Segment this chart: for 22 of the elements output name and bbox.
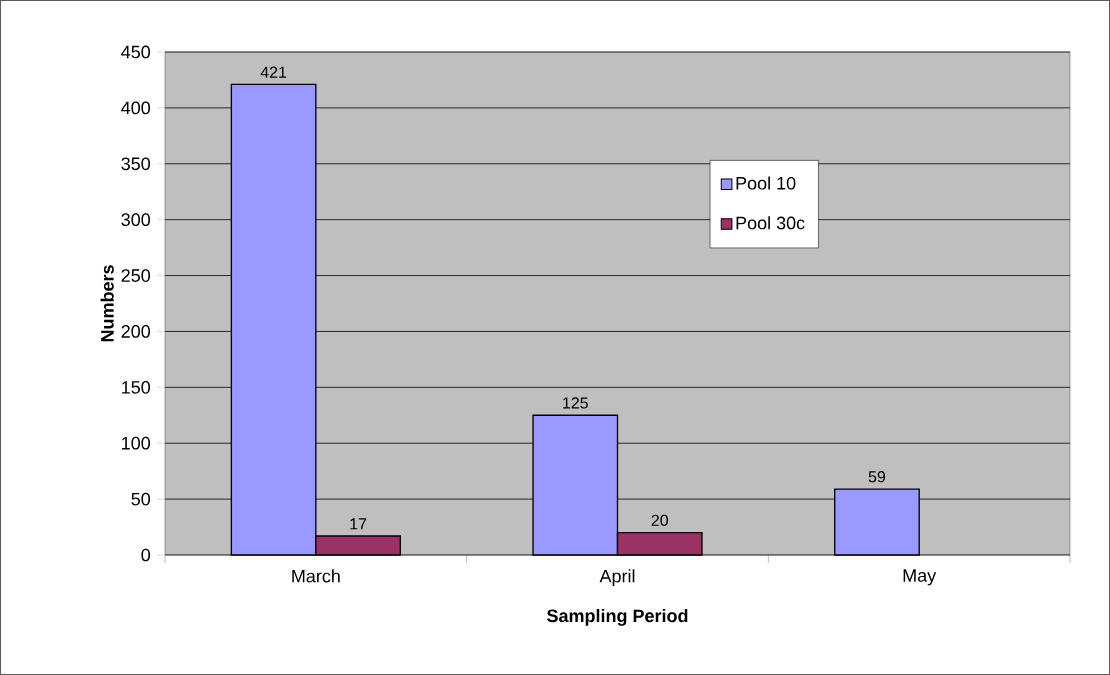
x-tick-label: April [599, 569, 635, 587]
y-tick-label: 0 [141, 548, 151, 562]
data-label: 421 [260, 66, 287, 78]
x-axis-title: Sampling Period [547, 608, 688, 626]
y-axis-title: Numbers [100, 265, 114, 342]
y-tick-label: 350 [121, 157, 151, 171]
data-label: 20 [651, 514, 669, 526]
y-tick-label: 100 [122, 436, 151, 450]
data-label: 59 [868, 471, 886, 483]
y-tick-label: 50 [131, 492, 151, 506]
y-tick-label: 450 [121, 45, 151, 59]
x-tick-label: May [903, 569, 937, 586]
data-label: 17 [350, 518, 367, 530]
y-tick-label: 300 [121, 213, 151, 227]
y-tick-label: 150 [122, 380, 151, 394]
legend-label: Pool 30c [736, 216, 805, 230]
y-tick-label: 400 [121, 101, 151, 115]
data-label: 125 [563, 397, 588, 409]
x-tick-label: March [292, 569, 340, 583]
y-tick-label: 250 [121, 269, 151, 282]
legend-label: Pool 10 [736, 176, 796, 190]
y-tick-label: 200 [121, 325, 151, 338]
